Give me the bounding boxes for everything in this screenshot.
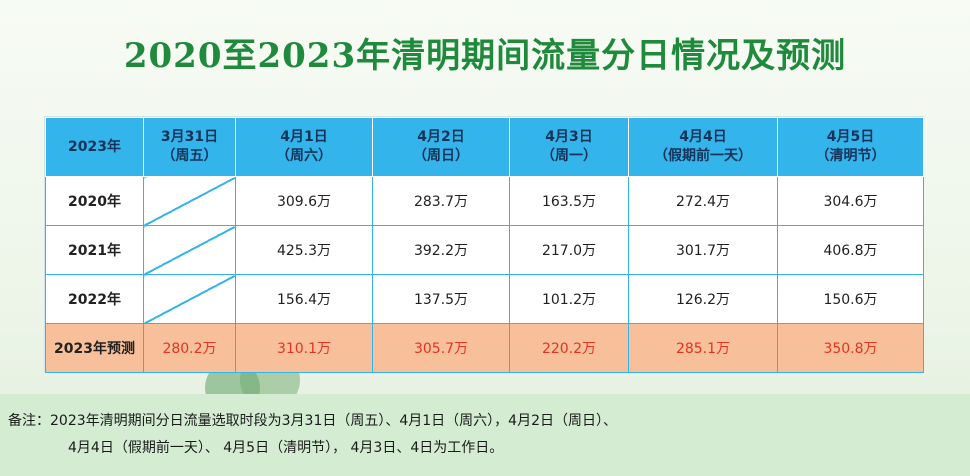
footnote-line-2: 4月4日（假期前一天）、 4月5日（清明节）， 4月3日、4日为工作日。 [68, 440, 504, 456]
footnote-line-1: 备注：2023年清明期间分日流量选取时段为3月31日（周五）、4月1日（周六），… [8, 413, 617, 429]
row-year-cell: 2023年预测 [45, 323, 144, 373]
row-year-cell: 2020年 [45, 176, 144, 226]
header-cell-apr3: 4月3日 （周一） [509, 117, 629, 177]
value-cell: 137.5万 [372, 274, 510, 324]
header-cell-year: 2023年 [45, 117, 144, 177]
footnote-panel: 备注：2023年清明期间分日流量选取时段为3月31日（周五）、4月1日（周六），… [0, 394, 970, 476]
row-year-cell: 2022年 [45, 274, 144, 324]
header-cell-mar31: 3月31日 （周五） [143, 117, 236, 177]
table-header-row: 2023年 3月31日 （周五） 4月1日 （周六） 4月2日 （周日） 4月3日 （周… [45, 117, 924, 177]
table-row-2020: 2020年 309.6万 283.7万 163.5万 272.4万 304.6万 [45, 176, 924, 226]
value-cell: 101.2万 [509, 274, 629, 324]
table-row-2022: 2022年 156.4万 137.5万 101.2万 126.2万 150.6万 [45, 274, 924, 324]
value-cell: 406.8万 [777, 225, 924, 275]
table-row-2023-forecast: 2023年预测 280.2万 310.1万 305.7万 220.2万 285.… [45, 323, 924, 373]
traffic-table: 2023年 3月31日 （周五） 4月1日 （周六） 4月2日 （周日） 4月3日 （周… [45, 117, 924, 373]
header-cell-apr2: 4月2日 （周日） [372, 117, 510, 177]
empty-slash-cell [143, 176, 236, 226]
page-title: 2020至2023年清明期间流量分日情况及预测 [123, 36, 847, 76]
forecast-value-cell: 350.8万 [777, 323, 924, 373]
empty-slash-cell [143, 225, 236, 275]
value-cell: 156.4万 [235, 274, 373, 324]
header-cell-apr1: 4月1日 （周六） [235, 117, 373, 177]
value-cell: 163.5万 [509, 176, 629, 226]
value-cell: 425.3万 [235, 225, 373, 275]
table-row-2021: 2021年 425.3万 392.2万 217.0万 301.7万 406.8万 [45, 225, 924, 275]
value-cell: 126.2万 [628, 274, 778, 324]
value-cell: 392.2万 [372, 225, 510, 275]
empty-slash-cell [143, 274, 236, 324]
header-cell-apr4: 4月4日 （假期前一天） [628, 117, 778, 177]
forecast-value-cell: 285.1万 [628, 323, 778, 373]
value-cell: 304.6万 [777, 176, 924, 226]
value-cell: 217.0万 [509, 225, 629, 275]
value-cell: 283.7万 [372, 176, 510, 226]
forecast-value-cell: 220.2万 [509, 323, 629, 373]
value-cell: 309.6万 [235, 176, 373, 226]
header-cell-apr5: 4月5日 （清明节） [777, 117, 924, 177]
forecast-value-cell: 280.2万 [143, 323, 236, 373]
forecast-value-cell: 305.7万 [372, 323, 510, 373]
value-cell: 150.6万 [777, 274, 924, 324]
forecast-value-cell: 310.1万 [235, 323, 373, 373]
value-cell: 301.7万 [628, 225, 778, 275]
row-year-cell: 2021年 [45, 225, 144, 275]
traffic-table-container: 2023年 3月31日 （周五） 4月1日 （周六） 4月2日 （周日） 4月3日 （周… [44, 116, 924, 373]
value-cell: 272.4万 [628, 176, 778, 226]
